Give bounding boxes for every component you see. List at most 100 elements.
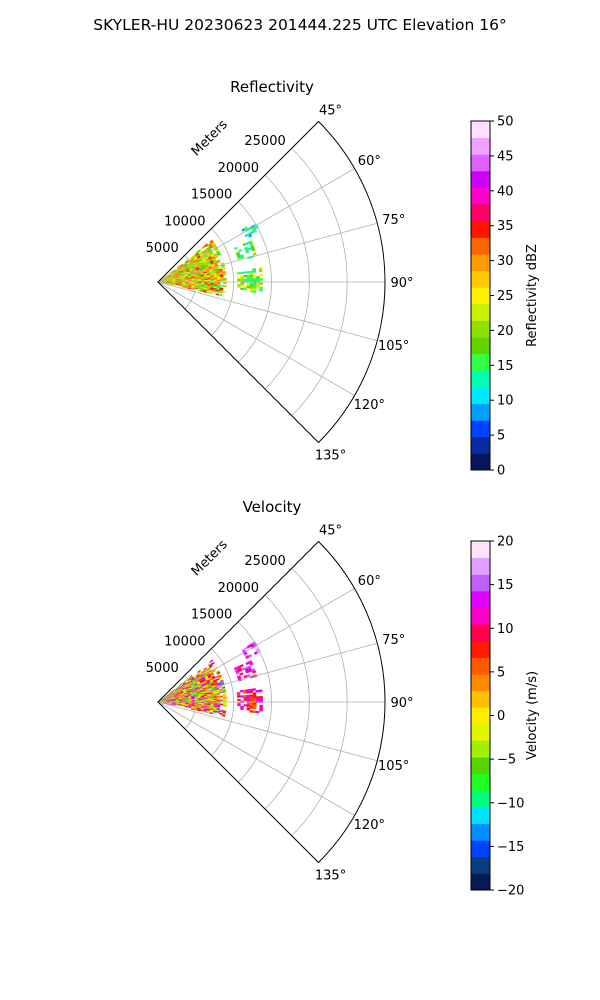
echo-gate [238,248,243,253]
colorbar-swatch [471,757,490,775]
colorbar-tick-label: 50 [497,115,514,130]
angle-tick-label: 135° [315,449,346,464]
echo-gate [240,284,244,287]
echo-region-cell-north [233,240,257,260]
echo-gate [249,690,254,694]
echo-gate [239,271,244,275]
echo-gate [209,712,214,715]
echo-gate [249,290,254,293]
colorbar-tick-label: −5 [497,753,516,768]
sector-frame [157,540,386,864]
echo-gate [217,253,222,256]
echo-gate [252,710,257,714]
echo-gate [219,284,224,287]
colorbar-tick-label: 15 [497,359,514,374]
echo-gate [253,282,257,285]
echo-gate [223,282,227,285]
echo-gate [240,277,244,280]
echo-gate [243,287,247,291]
angle-tick-label: 45° [319,103,342,118]
range-tick-label: 10000 [164,634,205,649]
echo-gate [253,276,257,279]
colorbar-swatch [471,640,490,658]
azimuth-spoke [157,281,355,396]
echo-gate [246,278,251,281]
echo-gate [246,274,251,278]
echo-gate [221,268,226,271]
echo-gate [246,270,250,274]
echo-gate [252,270,257,273]
echo-gate [218,676,223,680]
echo-gate [221,714,226,717]
echo-gate [246,276,251,280]
echo-gate [222,273,227,276]
echo-gate [219,291,223,294]
echo-gate [259,278,264,281]
echo-gate [222,290,227,293]
echo-gate [223,705,227,707]
angle-tick-label: 120° [354,398,385,413]
azimuth-spoke [157,642,378,703]
echo-gate [237,704,241,707]
echo-gate [218,265,223,269]
echo-gate [240,255,245,259]
colorbar-tick-label: 45 [497,149,514,164]
colorbar-swatch [471,187,490,205]
echo-gate [259,698,264,701]
echo-gate [256,276,260,279]
echo-gate [220,279,224,282]
echo-gate [246,282,251,285]
echo-gate [233,246,238,250]
echo-gate [239,672,244,676]
angle-tick-label: 105° [378,759,409,774]
colorbar-tick-label: 0 [497,709,505,724]
azimuth-spoke [157,701,378,762]
echo-region-cell-east [236,688,264,714]
echo-gate [251,248,256,252]
colorbar-swatch [471,723,490,741]
echo-gate [196,709,201,712]
colorbar-tick-label: 20 [497,535,514,550]
echo-gate [196,289,201,292]
colorbar-swatch [471,253,490,272]
echo-gate [239,664,244,668]
echo-gate [258,269,263,273]
angle-tick-label: 60° [358,154,381,169]
echo-gate [237,278,241,282]
echo-gate [252,274,257,277]
echo-gate [216,699,221,702]
echo-gate [216,710,220,713]
colorbar-swatch [471,303,490,321]
echo-layer [159,223,264,297]
colorbar-tick-label: 5 [497,429,505,444]
echo-gate [222,690,227,694]
azimuth-spoke [157,222,378,283]
echo-gate [249,282,254,285]
sector-frame [157,120,386,444]
echo-gate [249,662,254,666]
echo-gate [259,273,263,277]
echo-gate [246,696,251,700]
echo-gate [218,293,223,297]
echo-gate [246,708,251,711]
colorbar-swatch [471,270,490,288]
range-axis-label: Meters [189,117,231,159]
angle-tick-label: 105° [378,339,409,354]
echo-gate [259,704,263,708]
colorbar-swatch [471,557,490,575]
chart-panel-2: Velocity 45° 60° 75° 90° 105° 120° 135° 5000 1000… [146,498,540,899]
echo-gate [239,689,244,693]
range-tick-label: 5000 [146,241,179,256]
echo-gate [216,279,221,282]
echo-gate [218,712,223,715]
grid-lines [157,567,385,837]
chart-panel-1: Reflectivity45°60°75°90°105°120°135°5000… [146,78,540,479]
colorbar-swatch [471,403,490,421]
echo-gate [212,711,217,714]
echo-gate [184,679,188,683]
echo-gate [249,276,254,279]
echo-gate [255,689,260,693]
colorbar-label: Velocity (m/s) [525,671,540,760]
echo-gate [252,688,256,691]
